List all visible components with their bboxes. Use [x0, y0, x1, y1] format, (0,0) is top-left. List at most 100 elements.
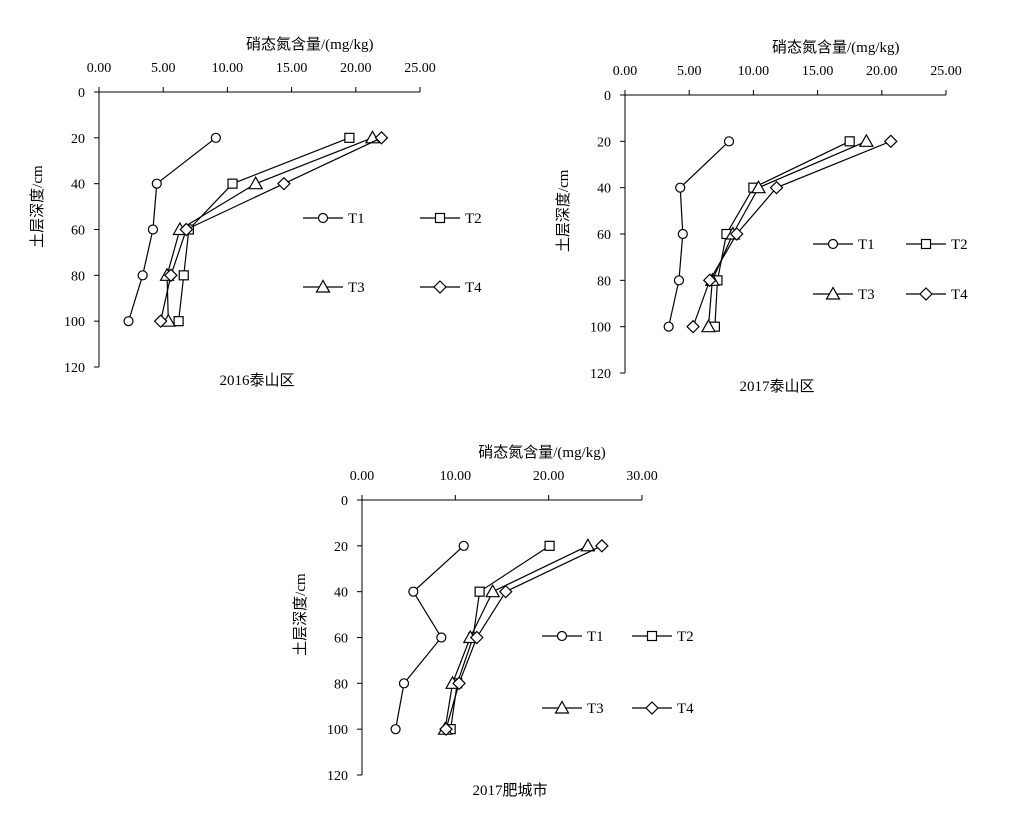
data-point-t1 [677, 228, 688, 240]
legend-marker-t1 [827, 238, 839, 250]
legend-label-t2: T2 [465, 211, 482, 227]
y-tick-label: 20 [71, 132, 85, 147]
legend-label-t1: T1 [858, 237, 875, 253]
legend-marker-t1 [317, 212, 329, 224]
legend-label-t3: T3 [858, 287, 875, 303]
data-point-t1 [123, 316, 134, 327]
data-point-t2 [178, 270, 189, 281]
legend-label-t3: T3 [348, 280, 365, 296]
panel-2017-feicheng: 0.00 10.00 20.00 30.00 0 20 40 60 80 100 120 硝态氮含量/… [292, 444, 694, 799]
x-axis-title: 硝态氮含量/(mg/kg) [478, 444, 606, 461]
y-tick-label: 60 [597, 228, 611, 243]
y-tick-label: 0 [78, 86, 85, 101]
y-tick-label: 120 [590, 367, 611, 382]
legend-marker-t4 [645, 701, 659, 715]
data-point-t4 [374, 130, 389, 145]
y-tick-label: 80 [71, 269, 85, 284]
panel-caption: 2017泰山区 [739, 378, 814, 395]
x-tick-label: 30.00 [626, 469, 658, 484]
y-tick-label: 60 [334, 632, 348, 647]
data-point-t1 [663, 321, 674, 332]
x-tick-label: 25.00 [404, 61, 436, 76]
x-tick-label: 15.00 [276, 61, 308, 76]
data-point-t4 [686, 319, 700, 334]
data-point-t2 [844, 136, 855, 147]
y-tick-label: 20 [597, 135, 611, 150]
data-point-t1 [458, 540, 469, 551]
y-tick-label: 100 [64, 315, 85, 330]
y-tick-label: 60 [71, 224, 85, 239]
y-tick-label: 80 [597, 274, 611, 289]
data-point-t2 [544, 540, 555, 551]
data-point-t4 [883, 134, 898, 149]
legend-label-t3: T3 [587, 701, 604, 717]
x-tick-label: 0.00 [613, 64, 638, 79]
legend-marker-t3 [315, 279, 331, 293]
legend-marker-t3 [825, 286, 841, 300]
x-tick-label: 15.00 [802, 64, 834, 79]
x-tick-label: 5.00 [677, 64, 702, 79]
x-tick-label: 0.00 [87, 61, 112, 76]
data-point-t1 [436, 632, 447, 643]
x-tick-label: 10.00 [738, 64, 770, 79]
y-tick-label: 0 [604, 89, 611, 104]
data-point-t2 [227, 178, 238, 189]
panel-2017-taishan: 0.00 5.00 10.00 15.00 20.00 25.00 0 20 40 60 80 100… [555, 39, 968, 395]
data-point-t3 [580, 538, 596, 552]
series-line-t3 [166, 137, 373, 322]
y-tick-label: 100 [590, 321, 611, 336]
x-axis-title: 硝态氮含量/(mg/kg) [772, 39, 900, 56]
panel-2016-taishan: 0.00 5.00 10.00 15.00 20.00 25.00 0 20 40 60 80 100… [29, 36, 482, 389]
data-point-t4 [702, 273, 717, 288]
x-tick-label: 0.00 [350, 469, 375, 484]
x-tick-label: 25.00 [930, 64, 962, 79]
y-tick-label: 120 [327, 769, 348, 784]
series-line-t1 [127, 137, 217, 322]
data-point-t4 [164, 268, 178, 283]
data-point-t4 [439, 722, 453, 737]
y-axis-title: 土层深度/cm [292, 573, 309, 656]
x-tick-label: 20.00 [340, 61, 372, 76]
legend-label-t2: T2 [951, 237, 968, 253]
data-point-t1 [390, 724, 401, 735]
data-point-t4 [498, 584, 513, 599]
data-point-t4 [595, 538, 609, 553]
data-point-t2 [344, 132, 355, 143]
data-point-t4 [452, 676, 466, 691]
data-point-t3 [751, 179, 767, 194]
legend-label-t4: T4 [677, 701, 694, 717]
data-point-t1 [210, 132, 221, 143]
legend-marker-t3 [554, 700, 570, 714]
data-point-t4 [769, 180, 784, 195]
data-point-t2 [173, 316, 184, 327]
data-point-t3 [248, 175, 264, 190]
y-tick-label: 40 [597, 182, 611, 197]
y-tick-label: 0 [341, 494, 348, 509]
x-axis-title: 硝态氮含量/(mg/kg) [246, 36, 374, 53]
x-tick-label: 5.00 [151, 61, 176, 76]
legend-marker-t2 [646, 630, 658, 642]
panel-caption: 2017肥城市 [472, 782, 547, 799]
data-point-t2 [474, 586, 485, 597]
x-tick-label: 20.00 [866, 64, 898, 79]
x-tick-label: 20.00 [533, 469, 565, 484]
data-point-t3 [700, 318, 716, 333]
data-point-t4 [469, 630, 484, 645]
legend-label-t1: T1 [348, 211, 365, 227]
legend-marker-t1 [556, 630, 568, 642]
data-point-t4 [277, 176, 291, 191]
y-tick-label: 40 [71, 178, 85, 193]
data-point-t1 [151, 178, 162, 189]
legend-marker-t2 [434, 212, 446, 224]
data-point-t3 [485, 583, 501, 598]
legend-marker-t4 [919, 287, 933, 301]
legend-label-t1: T1 [587, 629, 604, 645]
y-axis-title: 土层深度/cm [29, 165, 46, 248]
data-point-t4 [153, 314, 168, 329]
data-point-t4 [179, 222, 194, 237]
data-point-t1 [398, 678, 410, 689]
data-point-t1 [147, 224, 159, 235]
data-point-t1 [137, 270, 148, 281]
data-point-t1 [675, 182, 686, 193]
